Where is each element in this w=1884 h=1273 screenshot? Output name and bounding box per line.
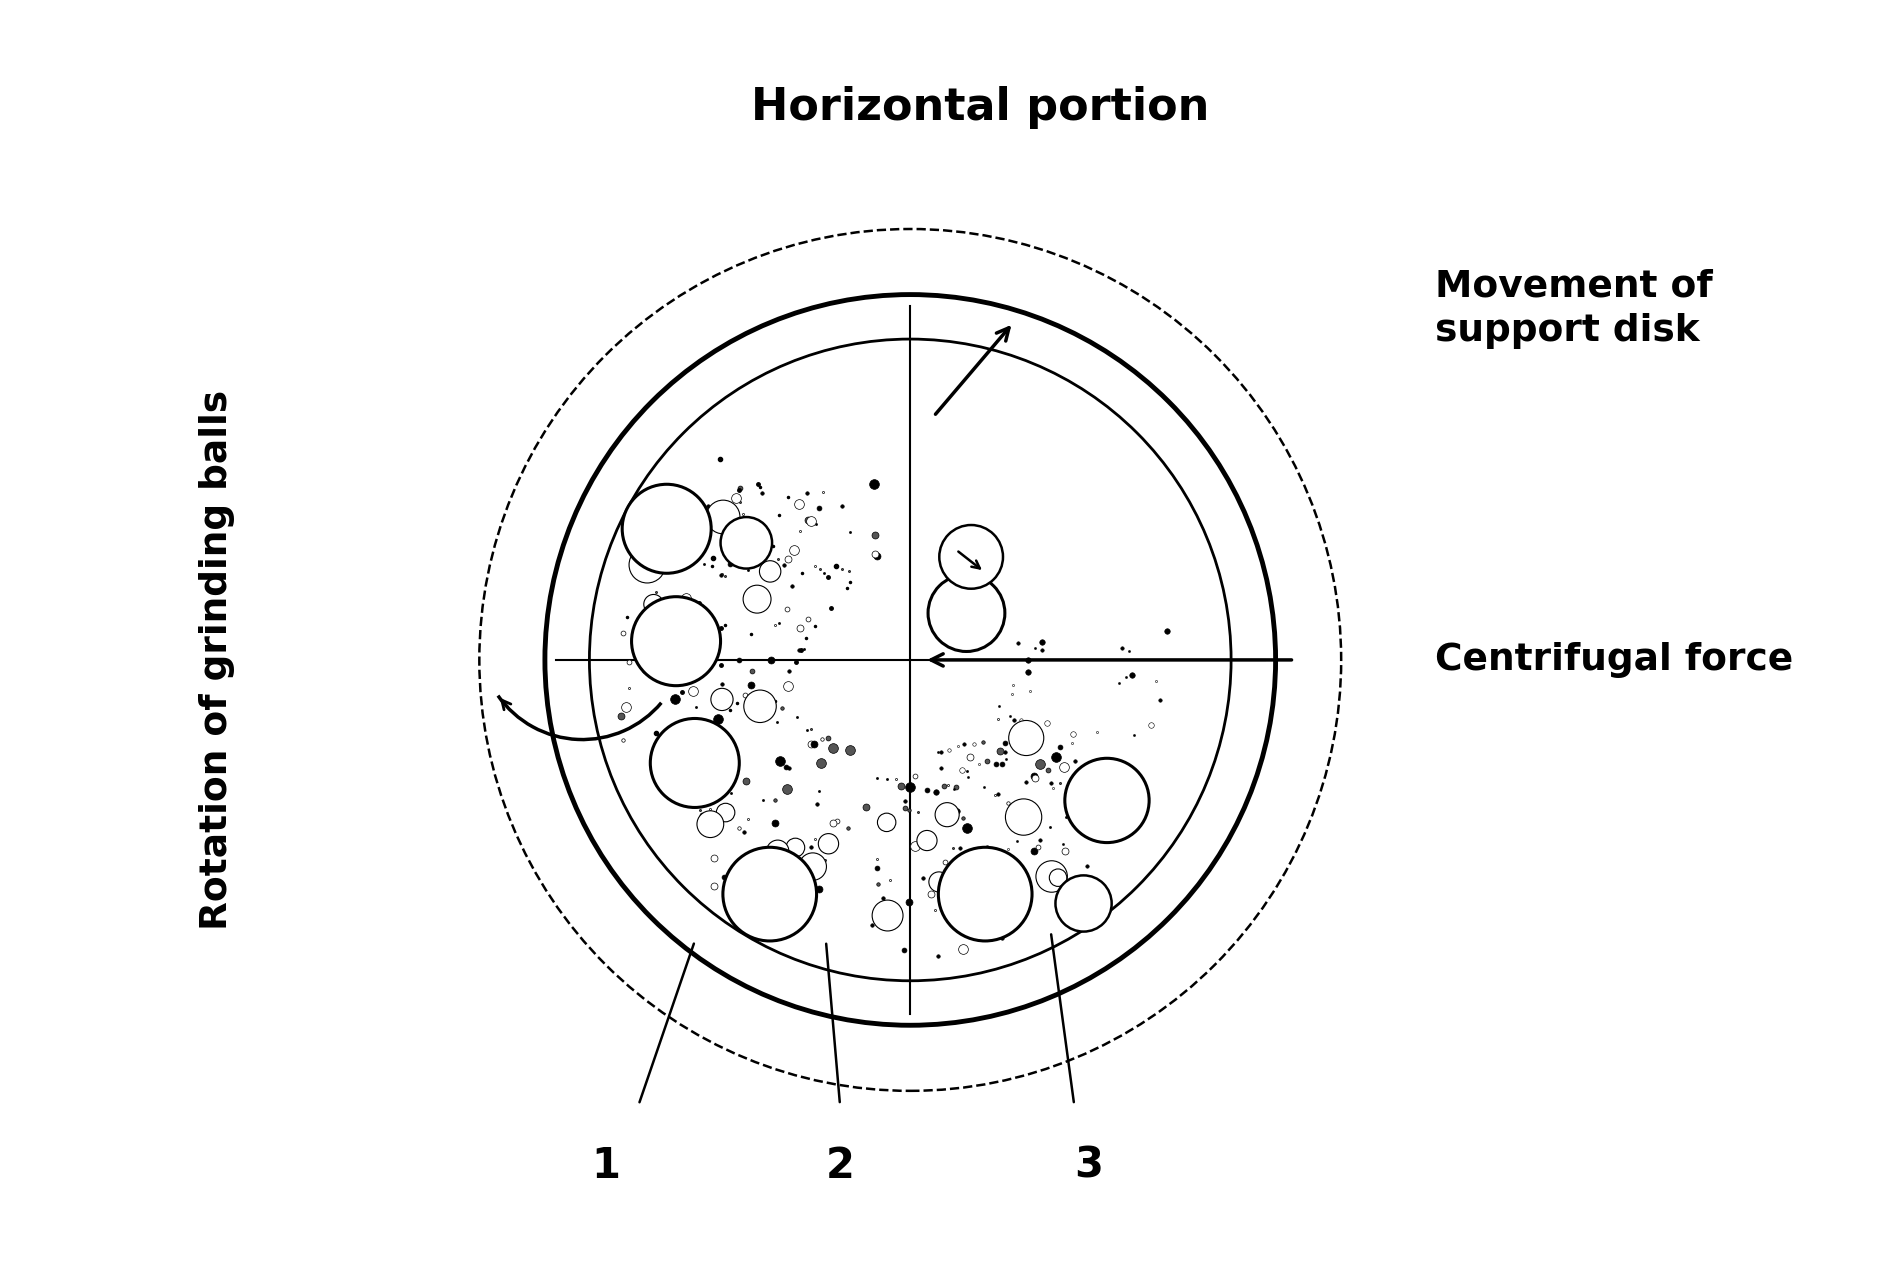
Circle shape bbox=[1064, 759, 1149, 843]
Circle shape bbox=[742, 586, 771, 614]
Circle shape bbox=[799, 853, 827, 881]
Circle shape bbox=[818, 834, 838, 854]
Circle shape bbox=[1008, 721, 1044, 756]
Circle shape bbox=[706, 500, 740, 533]
Circle shape bbox=[759, 560, 780, 582]
Circle shape bbox=[720, 517, 772, 569]
Text: 2: 2 bbox=[825, 1144, 855, 1186]
Circle shape bbox=[1036, 861, 1068, 892]
Circle shape bbox=[940, 524, 1002, 588]
Circle shape bbox=[918, 830, 936, 850]
Text: 1: 1 bbox=[592, 1144, 620, 1186]
Circle shape bbox=[985, 849, 1010, 873]
Text: 3: 3 bbox=[1074, 1144, 1102, 1186]
Text: Movement of
support disk: Movement of support disk bbox=[1436, 269, 1713, 349]
Circle shape bbox=[878, 813, 897, 831]
Circle shape bbox=[650, 718, 739, 807]
Circle shape bbox=[985, 889, 1015, 919]
Circle shape bbox=[631, 597, 720, 686]
Text: Centrifugal force: Centrifugal force bbox=[1436, 642, 1794, 679]
Circle shape bbox=[710, 689, 733, 710]
Circle shape bbox=[697, 811, 723, 838]
Circle shape bbox=[929, 574, 1004, 652]
Circle shape bbox=[622, 484, 710, 573]
Circle shape bbox=[974, 895, 1004, 925]
Circle shape bbox=[744, 690, 776, 723]
Circle shape bbox=[934, 803, 959, 826]
Circle shape bbox=[1055, 876, 1112, 932]
Circle shape bbox=[872, 900, 902, 931]
Circle shape bbox=[1049, 869, 1066, 886]
Circle shape bbox=[786, 838, 804, 857]
Circle shape bbox=[1006, 799, 1042, 835]
Circle shape bbox=[716, 803, 735, 822]
Text: Rotation of grinding balls: Rotation of grinding balls bbox=[200, 390, 236, 931]
Circle shape bbox=[929, 872, 950, 892]
Circle shape bbox=[723, 848, 816, 941]
Circle shape bbox=[629, 546, 665, 583]
Circle shape bbox=[1004, 876, 1032, 903]
Circle shape bbox=[938, 848, 1032, 941]
Text: Horizontal portion: Horizontal portion bbox=[752, 85, 1210, 129]
Circle shape bbox=[767, 840, 789, 862]
Circle shape bbox=[644, 594, 663, 614]
